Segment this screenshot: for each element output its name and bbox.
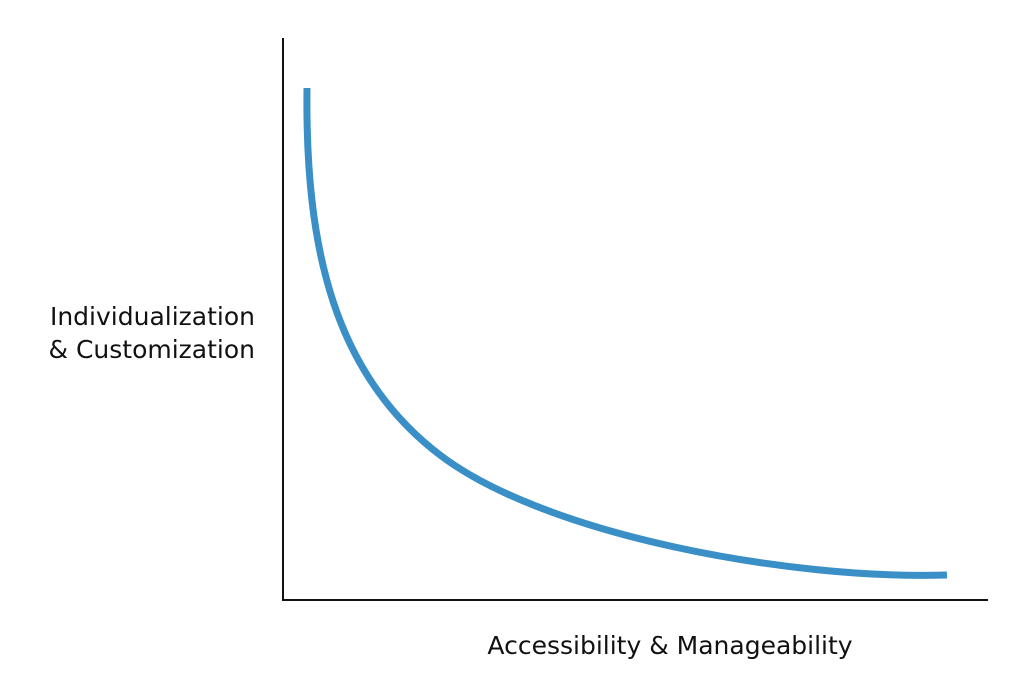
y-axis-label: Individualization [50,302,255,331]
x-axis-label: Accessibility & Manageability [487,631,852,660]
tradeoff-curve [303,87,948,579]
y-axis-label: & Customization [49,335,256,364]
